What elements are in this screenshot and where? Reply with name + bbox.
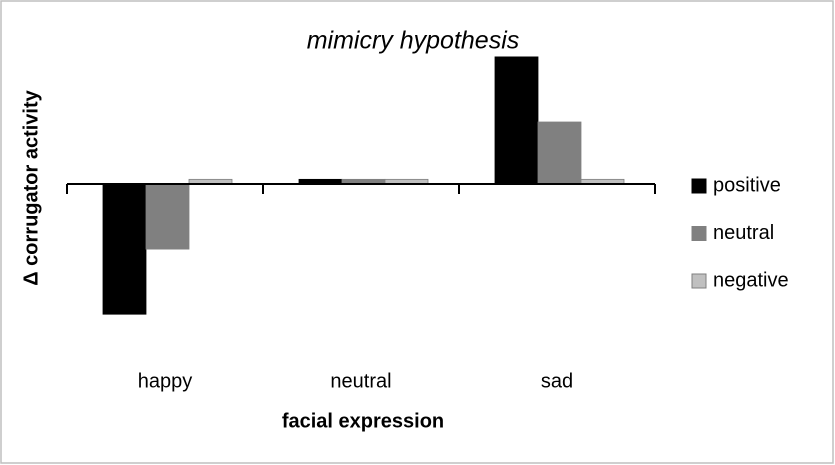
legend-swatch: [691, 226, 707, 241]
bar: [145, 183, 190, 250]
y-axis-title: Δ corrugator activity: [20, 89, 42, 285]
chart-title: mimicry hypothesis: [307, 27, 520, 55]
legend-label: negative: [713, 269, 789, 291]
bar: [494, 56, 539, 185]
x-tick-label: happy: [138, 370, 193, 392]
legend-swatch: [691, 273, 707, 289]
legend-swatch: [691, 178, 707, 194]
bar: [537, 121, 582, 185]
bar: [102, 183, 147, 315]
x-tick-label: sad: [541, 370, 573, 392]
legend-label: neutral: [713, 222, 774, 244]
x-axis-title: facial expression: [282, 410, 444, 432]
legend-label: positive: [713, 174, 781, 196]
x-tick-label: neutral: [330, 370, 391, 392]
